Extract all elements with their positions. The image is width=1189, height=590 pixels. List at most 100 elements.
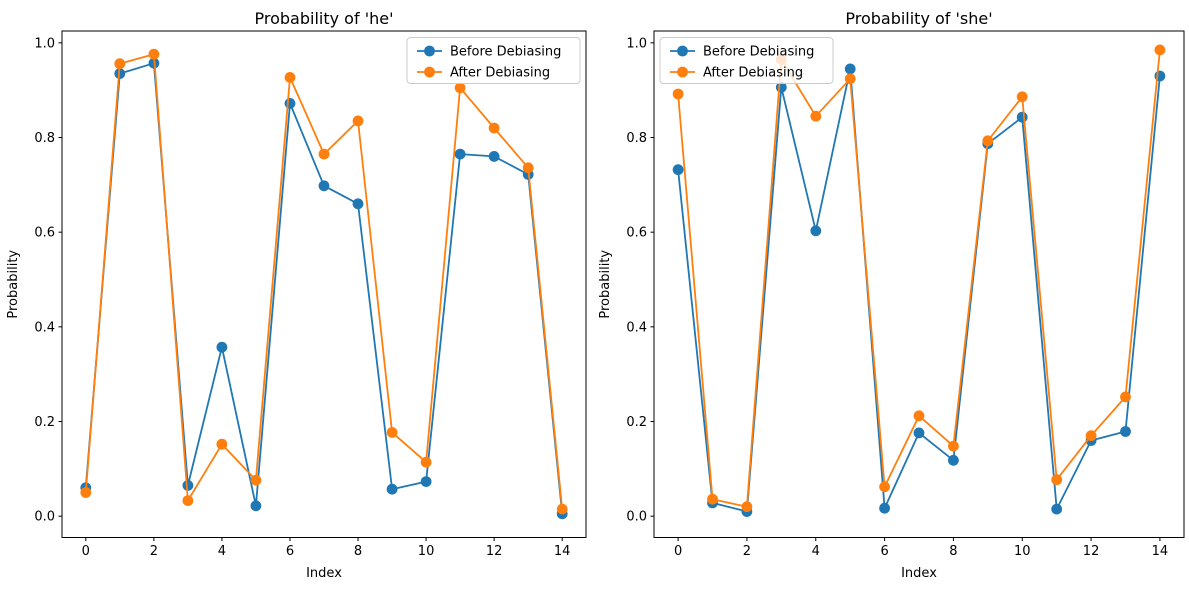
x-axis-label: Index <box>901 566 937 581</box>
data-point-marker <box>1051 503 1063 515</box>
data-point-marker <box>352 115 364 127</box>
x-tick-label: 12 <box>1083 544 1100 559</box>
data-point-marker <box>1016 111 1028 123</box>
legend-entry-label: Before Debiasing <box>450 45 561 60</box>
data-point-marker <box>948 440 959 452</box>
data-point-marker <box>182 495 194 506</box>
series-before-debiasing <box>672 63 1166 517</box>
data-point-marker <box>454 82 466 94</box>
data-point-marker <box>386 427 398 438</box>
data-point-marker <box>318 180 330 192</box>
y-tick-label: 0.4 <box>626 320 647 335</box>
x-tick-label: 4 <box>812 544 820 559</box>
x-axis-label: Index <box>306 566 342 581</box>
legend: Before Debiasing After Debiasing <box>406 37 581 84</box>
data-point-marker <box>454 148 466 160</box>
legend-box <box>659 37 834 84</box>
legend-marker-dot <box>424 45 435 57</box>
data-point-marker <box>420 456 432 468</box>
data-point-marker <box>1120 426 1131 437</box>
data-point-marker <box>982 135 994 147</box>
data-point-marker <box>1120 391 1131 403</box>
legend-entry-label: After Debiasing <box>703 66 803 81</box>
legend-marker-dot <box>677 66 688 78</box>
data-point-marker <box>284 72 296 83</box>
data-point-marker <box>810 225 822 237</box>
series-after-debiasing <box>672 44 1166 513</box>
x-tick-label: 8 <box>949 544 957 559</box>
chart-title: Probability of 'he' <box>255 9 394 28</box>
data-point-marker <box>879 481 890 493</box>
data-point-marker <box>844 63 856 75</box>
data-point-marker <box>844 73 856 85</box>
data-point-marker <box>488 122 500 134</box>
data-point-marker <box>1085 430 1097 442</box>
legend-entry-label: After Debiasing <box>450 66 550 81</box>
y-tick-label: 0.4 <box>34 320 55 335</box>
x-tick-label: 0 <box>674 544 682 559</box>
data-point-marker <box>420 476 432 487</box>
x-tick-label: 10 <box>418 544 435 559</box>
y-tick-label: 1.0 <box>626 36 647 51</box>
x-tick-label: 8 <box>354 544 362 559</box>
data-point-marker <box>1154 44 1166 56</box>
data-point-marker <box>948 454 959 466</box>
legend-marker-dot <box>677 45 688 57</box>
x-tick-label: 14 <box>1152 544 1169 559</box>
y-tick-label: 1.0 <box>34 36 55 51</box>
data-point-marker <box>148 48 160 60</box>
y-tick-label: 0.6 <box>626 226 647 241</box>
data-point-marker <box>182 480 194 491</box>
data-point-marker <box>250 474 262 486</box>
y-axis-label: Probability <box>6 250 21 319</box>
data-point-marker <box>216 341 228 353</box>
legend-box <box>406 37 581 84</box>
chart-probability-she: 0 2 4 6 8 10 12 14 0.0 0.2 0.4 0.6 0.8 1.0 Probability… <box>598 9 1185 581</box>
y-tick-label: 0.8 <box>34 131 55 146</box>
data-point-marker <box>284 98 296 109</box>
data-point-marker <box>1016 91 1028 103</box>
axes-frame <box>653 30 1185 538</box>
x-tick-label: 2 <box>150 544 158 559</box>
data-point-marker <box>741 501 753 513</box>
data-point-marker <box>250 500 262 512</box>
y-tick-label: 0.2 <box>626 415 647 430</box>
x-tick-label: 4 <box>218 544 226 559</box>
series-after-debiasing <box>80 48 568 515</box>
series-line <box>84 53 564 510</box>
data-point-marker <box>522 162 534 174</box>
chart-probability-he: 0 2 4 6 8 10 12 14 0.0 0.2 0.4 0.6 0.8 1.0 Probability… <box>6 9 587 581</box>
data-point-marker <box>810 110 822 122</box>
data-point-marker <box>318 148 330 160</box>
y-axis-label: Probability <box>598 250 613 319</box>
axes-frame <box>61 30 587 538</box>
data-point-marker <box>672 88 684 100</box>
y-tick-label: 0.6 <box>34 226 55 241</box>
data-point-marker <box>80 487 92 498</box>
data-point-marker <box>707 493 718 505</box>
series-line <box>677 68 1161 513</box>
x-tick-label: 6 <box>286 544 294 559</box>
data-point-marker <box>913 410 925 422</box>
legend: Before Debiasing After Debiasing <box>659 37 834 84</box>
data-point-marker <box>556 503 568 515</box>
data-point-marker <box>352 198 364 210</box>
y-tick-label: 0.2 <box>34 415 55 430</box>
y-tick-label: 0.0 <box>34 510 55 525</box>
legend-entry-label: Before Debiasing <box>703 45 814 60</box>
data-point-marker <box>672 164 684 176</box>
data-point-marker <box>879 502 890 514</box>
x-tick-label: 2 <box>743 544 751 559</box>
data-point-marker <box>488 151 500 162</box>
chart-title: Probability of 'she' <box>845 9 992 28</box>
x-tick-label: 12 <box>486 544 503 559</box>
legend-marker-dot <box>424 66 435 78</box>
y-tick-label: 0.0 <box>626 510 647 525</box>
data-point-marker <box>114 58 126 70</box>
data-point-marker <box>913 427 925 439</box>
x-tick-label: 14 <box>554 544 571 559</box>
y-tick-label: 0.8 <box>626 131 647 146</box>
x-tick-label: 10 <box>1014 544 1031 559</box>
